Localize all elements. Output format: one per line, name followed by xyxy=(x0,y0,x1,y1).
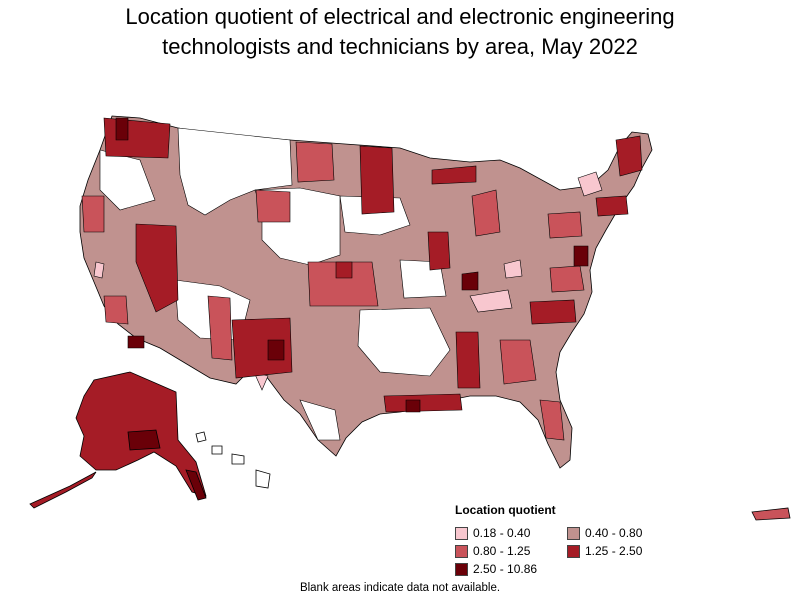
lq-1-25-2-50 xyxy=(103,117,643,413)
ohio-pink xyxy=(503,259,523,279)
legend-label: 0.18 - 0.40 xyxy=(473,526,531,540)
california-south-medium xyxy=(103,295,129,325)
oregon-east-blank xyxy=(99,149,156,211)
puerto-rico xyxy=(751,507,791,521)
legend-label: 2.50 - 10.86 xyxy=(473,562,538,576)
florida-medium xyxy=(539,399,565,441)
minnesota-dark xyxy=(359,145,395,215)
legend-title: Location quotient xyxy=(455,503,556,517)
plains-blank-south xyxy=(357,307,451,377)
oregon-west-medium xyxy=(81,195,105,233)
map-title: Location quotient of electrical and elec… xyxy=(0,2,800,62)
legend-swatch xyxy=(455,562,468,576)
ny-west-pink xyxy=(577,171,603,197)
north-carolina-dark xyxy=(529,299,577,325)
alaska-central-darkest xyxy=(127,429,161,451)
legend-item-0-80-1-25: 0.80 - 1.25 xyxy=(455,543,567,559)
legend-label: 0.80 - 1.25 xyxy=(473,544,531,558)
illinois-dark xyxy=(427,231,451,271)
map-title-line-1: Location quotient of electrical and elec… xyxy=(125,4,675,29)
hawaii-island-3 xyxy=(231,453,245,465)
alaska-panhandle xyxy=(185,469,207,501)
michigan-upper-dark xyxy=(431,165,477,185)
louisiana-gulf-dark xyxy=(383,393,463,413)
arizona-medium xyxy=(207,295,233,361)
legend-swatch xyxy=(567,526,580,540)
washington-darkest xyxy=(115,117,129,141)
new-mexico-dark xyxy=(231,317,293,379)
hawaii-island-1 xyxy=(195,431,207,443)
kentucky-pink xyxy=(469,289,513,313)
nevada-dark xyxy=(135,223,179,313)
lq-2-50-10-86 xyxy=(115,117,589,413)
lq-0-80-1-25 xyxy=(81,141,585,441)
legend-swatch xyxy=(455,526,468,540)
footnote: Blank areas indicate data not available. xyxy=(299,582,501,594)
legend-item-0-40-0-80: 0.40 - 0.80 xyxy=(567,525,707,541)
north-dakota-medium xyxy=(295,141,335,183)
legend-item-1-25-2-50: 1.25 - 2.50 xyxy=(567,543,707,559)
texas-west-blank xyxy=(299,399,341,441)
california-darkest xyxy=(127,335,145,349)
colorado-dark xyxy=(335,261,353,279)
hawaii xyxy=(195,431,271,489)
wyoming-medium xyxy=(255,189,291,223)
georgia-medium xyxy=(499,339,537,385)
legend-label: 1.25 - 2.50 xyxy=(585,544,643,558)
new-mexico-darkest xyxy=(267,339,285,361)
legend-grid: 0.18 - 0.40 0.40 - 0.80 0.80 - 1.25 1.25… xyxy=(455,525,715,577)
washington-dark xyxy=(103,117,171,159)
legend-label: 0.40 - 0.80 xyxy=(585,526,643,540)
legend-item-2-50-10-86: 2.50 - 10.86 xyxy=(455,561,567,577)
map-title-line-2: technologists and technicians by area, M… xyxy=(162,34,638,59)
massachusetts-dark xyxy=(595,195,629,217)
legend-swatch xyxy=(455,544,468,558)
alaska xyxy=(29,371,207,509)
puerto-rico-island xyxy=(751,507,791,521)
maryland-darkest xyxy=(573,245,589,267)
aleutian-chain xyxy=(29,471,97,509)
hawaii-big-island xyxy=(255,469,271,489)
lq-0-18-0-40 xyxy=(93,171,603,391)
pennsylvania-medium xyxy=(547,211,583,239)
louisiana-darkest xyxy=(405,399,421,413)
virginia-medium xyxy=(549,265,585,293)
legend-item-0-18-0-40: 0.18 - 0.40 xyxy=(455,525,567,541)
alabama-dark xyxy=(455,331,481,389)
map-legend: Location quotient 0.18 - 0.40 0.40 - 0.8… xyxy=(455,503,715,577)
california-pink xyxy=(93,261,105,279)
montana-idaho-blank xyxy=(177,127,293,216)
legend-swatch xyxy=(567,544,580,558)
indiana-darkest xyxy=(461,271,479,291)
michigan-medium xyxy=(471,189,501,237)
maine-dark xyxy=(615,135,643,177)
hawaii-island-2 xyxy=(211,445,223,455)
